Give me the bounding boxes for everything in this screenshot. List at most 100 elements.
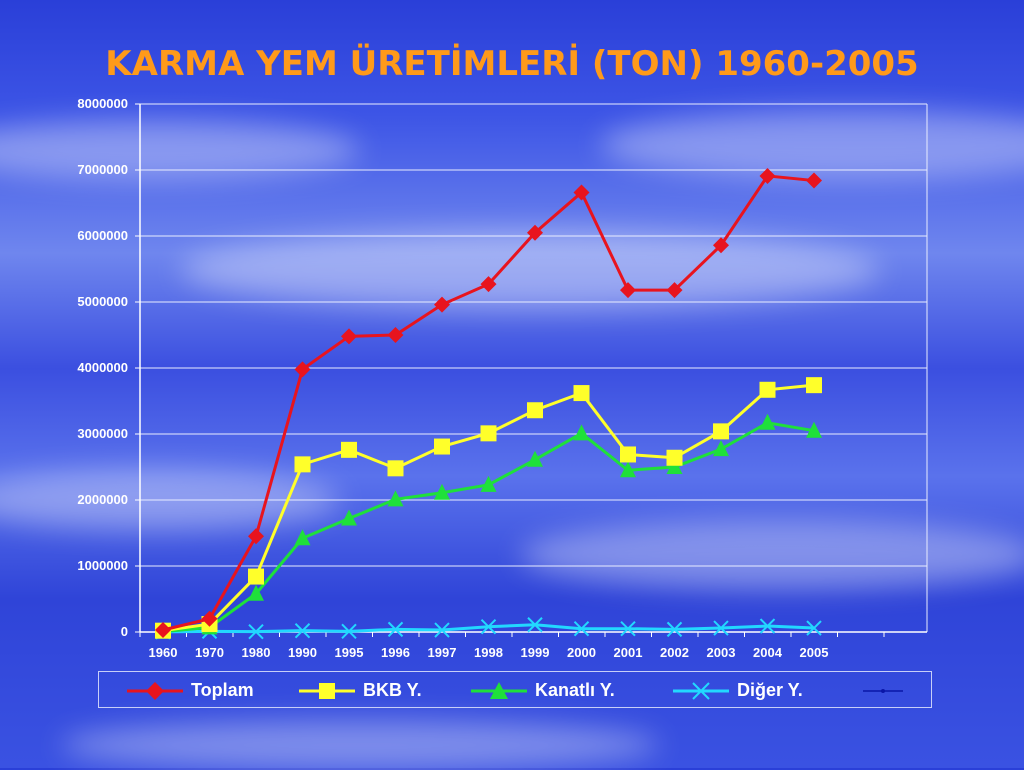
x-tick-label: 2000 — [567, 645, 596, 660]
data-point-di-er-y — [713, 620, 729, 636]
data-point-bkb-y — [806, 377, 822, 394]
data-point-toplam — [201, 610, 218, 627]
data-point-kanatl-y — [480, 475, 497, 492]
data-point-di-er-y — [248, 623, 264, 640]
data-point-di-er-y — [806, 620, 822, 636]
data-point-toplam — [341, 328, 357, 345]
legend-label-bkb: BKB Y. — [363, 680, 422, 700]
data-point-bkb-y — [434, 438, 450, 455]
data-point-toplam — [620, 282, 636, 299]
x-tick-label: 1990 — [288, 645, 317, 660]
data-point-toplam — [759, 167, 776, 184]
data-point-di-er-y — [573, 620, 590, 637]
x-tick-label: 1970 — [195, 645, 224, 660]
y-tick-label: 8000000 — [77, 96, 128, 111]
legend-label-diger: Diğer Y. — [737, 680, 803, 700]
data-point-bkb-y — [294, 456, 311, 473]
legend-item-empty — [863, 672, 907, 709]
legend-item-bkb: BKB Y. — [299, 672, 422, 709]
y-tick-label: 6000000 — [77, 228, 128, 243]
data-point-bkb-y — [480, 425, 497, 442]
data-point-bkb-y — [527, 402, 543, 419]
data-point-kanatl-y — [666, 458, 683, 474]
series-group — [155, 167, 822, 640]
x-tick-label: 1996 — [381, 645, 410, 660]
data-point-kanatl-y — [248, 584, 264, 601]
x-tick-label: 2005 — [800, 645, 829, 660]
x-tick-label: 1999 — [521, 645, 550, 660]
data-point-kanatl-y — [341, 509, 357, 526]
line-chart: 0 1000000 2000000 3000000 4000000 5000000 6000… — [77, 96, 928, 660]
data-point-di-er-y — [434, 622, 450, 638]
legend-item-diger: Diğer Y. — [673, 672, 803, 709]
x-tick-label: 1960 — [149, 645, 178, 660]
data-point-bkb-y — [620, 446, 636, 463]
data-point-di-er-y — [527, 617, 543, 633]
y-tick-label: 4000000 — [77, 360, 128, 375]
y-tick-label: 7000000 — [77, 162, 128, 177]
y-tick-label: 5000000 — [77, 294, 128, 309]
data-point-di-er-y — [666, 621, 683, 638]
data-point-kanatl-y — [573, 424, 590, 441]
legend-item-toplam: Toplam — [127, 672, 254, 709]
data-point-toplam — [573, 184, 590, 201]
data-point-toplam — [666, 282, 683, 299]
legend-diamond-marker-icon — [127, 681, 183, 700]
data-point-bkb-y — [387, 460, 404, 477]
data-point-kanatl-y — [527, 450, 543, 467]
chart-title: KARMA YEM ÜRETİMLERİ (TON) 1960-2005 — [105, 44, 919, 84]
x-tick-label: 1997 — [428, 645, 457, 660]
gridlines — [140, 103, 927, 567]
data-point-toplam — [387, 327, 404, 343]
data-point-bkb-y — [759, 381, 776, 398]
data-point-kanatl-y — [620, 461, 636, 478]
legend: Toplam BKB Y. Kanatlı Y. Diğer Y. — [98, 671, 932, 708]
data-point-di-er-y — [759, 618, 776, 634]
legend-square-marker-icon — [299, 682, 355, 699]
y-tick-label: 1000000 — [77, 558, 128, 573]
data-point-bkb-y — [248, 568, 264, 585]
data-point-di-er-y — [480, 619, 497, 635]
data-point-toplam — [248, 528, 264, 545]
data-point-toplam — [527, 224, 543, 241]
data-point-bkb-y — [713, 423, 729, 440]
data-point-toplam — [713, 237, 729, 254]
x-tick-label: 2004 — [753, 645, 783, 660]
data-point-kanatl-y — [434, 483, 450, 500]
legend-item-kanatli: Kanatlı Y. — [471, 672, 615, 709]
legend-triangle-marker-icon — [471, 681, 527, 699]
data-point-toplam — [155, 622, 171, 639]
legend-blank-series-icon — [863, 688, 903, 693]
data-point-bkb-y — [341, 441, 357, 458]
data-point-toplam — [480, 276, 497, 293]
series-line-bkb-y — [162, 383, 815, 633]
data-point-toplam — [294, 361, 311, 378]
data-point-toplam — [434, 296, 450, 313]
y-tick-label: 2000000 — [77, 492, 128, 507]
x-tick-label: 2003 — [707, 645, 736, 660]
x-tick-label: 2001 — [614, 645, 643, 660]
x-tick-label: 1980 — [242, 645, 271, 660]
data-point-di-er-y — [341, 623, 357, 640]
x-tick-labels: 1960 1970 1980 1990 1995 1996 1997 1998 1999 2000… — [139, 632, 885, 660]
data-point-di-er-y — [620, 620, 636, 637]
x-tick-label: 1995 — [335, 645, 364, 660]
legend-label-toplam: Toplam — [191, 680, 254, 700]
data-point-di-er-y — [294, 622, 311, 639]
legend-label-kanatli: Kanatlı Y. — [535, 680, 615, 700]
data-point-kanatl-y — [806, 421, 822, 438]
y-tick-label: 3000000 — [77, 426, 128, 441]
data-point-toplam — [806, 172, 822, 189]
data-point-di-er-y — [387, 621, 404, 638]
data-point-bkb-y — [573, 385, 590, 402]
y-tick-labels: 0 1000000 2000000 3000000 4000000 5000000 6000… — [77, 96, 140, 639]
data-point-kanatl-y — [759, 413, 776, 430]
legend-x-marker-icon — [673, 681, 729, 700]
y-tick-label: 0 — [121, 624, 128, 639]
data-point-kanatl-y — [713, 440, 729, 457]
x-tick-label: 2002 — [660, 645, 689, 660]
data-point-kanatl-y — [294, 529, 311, 546]
data-point-bkb-y — [666, 449, 683, 466]
x-tick-label: 1998 — [474, 645, 503, 660]
data-point-kanatl-y — [387, 490, 404, 507]
